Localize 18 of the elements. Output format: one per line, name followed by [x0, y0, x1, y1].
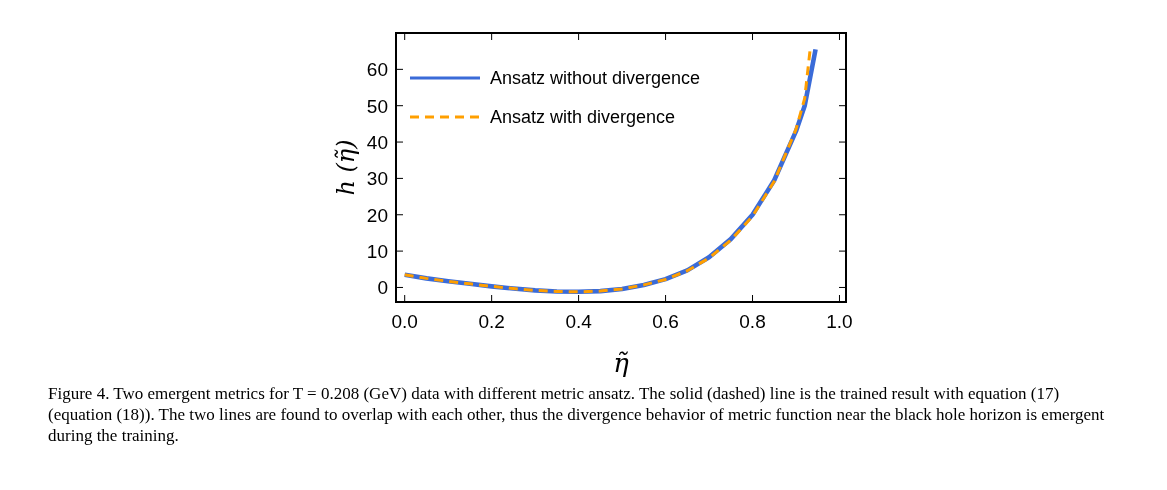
x-tick-label: 0.0: [391, 311, 418, 332]
x-tick-label: 0.2: [478, 311, 505, 332]
y-tick-label: 10: [366, 241, 388, 263]
caption: Figure 4. Two emergent metrics for T = 0.208 (GeV) data with different metric ansatz. The solid (dashed) line is the trained result with equation (17) (equation (18)). The two lines are found to overlap with each other, thus the divergence behavior of metric function near the black hole horizon is emergent during the training.: [48, 383, 1106, 446]
y-axis-title: h (η̃): [332, 139, 360, 196]
x-tick-label: 0.4: [565, 311, 593, 332]
x-tick-label: 0.8: [739, 311, 766, 332]
legend-label: Ansatz without divergence: [490, 68, 701, 88]
x-axis-title: η̃: [613, 348, 630, 378]
y-tick-label: 20: [366, 204, 388, 226]
x-tick-label: 1.0: [826, 311, 853, 332]
y-tick-label: 40: [366, 132, 388, 154]
y-tick-label: 50: [366, 95, 388, 117]
x-tick-label: 0.6: [652, 311, 679, 332]
legend-label: Ansatz with divergence: [490, 107, 676, 127]
y-tick-label: 0: [377, 277, 388, 299]
y-tick-label: 60: [366, 59, 388, 81]
y-tick-label: 30: [366, 168, 388, 190]
